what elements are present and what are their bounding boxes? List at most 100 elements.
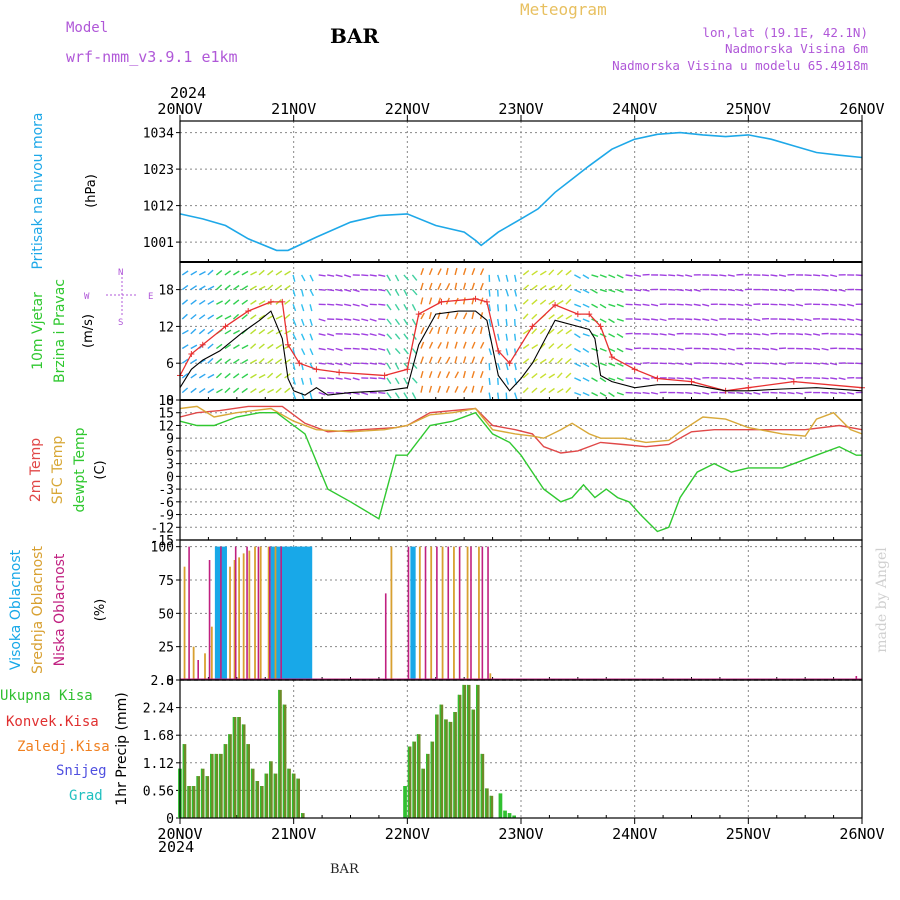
wind-barb <box>471 268 476 276</box>
wind-barb <box>207 285 215 291</box>
wind-barb <box>335 362 343 366</box>
wind-barb <box>608 288 616 293</box>
precip-bar <box>214 753 219 818</box>
wind-barb <box>821 274 829 277</box>
precip-bar-edge <box>260 786 262 818</box>
wind-barb <box>428 327 434 335</box>
wind-barb <box>352 377 360 381</box>
wind-barb <box>394 392 400 399</box>
precip-bar-edge <box>444 719 446 818</box>
wind-barb <box>454 326 459 335</box>
precip-bar <box>223 744 228 818</box>
wind-barb <box>216 314 223 320</box>
wind-barb <box>207 343 214 350</box>
wind-barb <box>216 388 223 394</box>
wind-barb <box>719 288 727 291</box>
wind-barb <box>582 362 590 368</box>
precip-bar-edge <box>228 734 230 818</box>
wind-barb <box>411 348 418 355</box>
wind-barb <box>241 344 249 350</box>
wind-barb <box>300 348 306 356</box>
wind-barb <box>616 318 624 322</box>
wind-barb <box>207 357 214 364</box>
precip-bar-edge <box>296 778 298 818</box>
wind-barb <box>309 333 314 341</box>
wind-barb <box>719 377 727 380</box>
wind-barb <box>454 312 459 320</box>
wind-barb <box>710 347 718 350</box>
wind-barb <box>318 288 326 291</box>
wind-barb <box>539 299 547 305</box>
precip-legend-item: Grad <box>69 788 103 804</box>
wind-barb <box>659 347 667 350</box>
wind-barb <box>582 377 590 382</box>
wind-barb <box>428 268 433 276</box>
wind-barb <box>284 270 291 276</box>
wind-barb <box>787 318 795 321</box>
wind-barb <box>642 303 650 307</box>
y-tick-label: 75 <box>158 574 174 589</box>
wind-barb <box>420 312 425 320</box>
precip-bar <box>301 813 305 818</box>
wind-barb <box>668 347 676 351</box>
wind-barb <box>428 341 434 349</box>
wind-barb <box>497 377 499 385</box>
wind-barb <box>344 303 352 307</box>
y-tick-label: 12 <box>158 320 174 335</box>
y-tick-label: 6 <box>166 445 174 460</box>
wind-barb <box>556 328 564 335</box>
wind-barb <box>488 363 491 371</box>
wind-barb <box>821 377 829 380</box>
y-tick-label: 0 <box>166 674 174 689</box>
wind-barb <box>292 333 297 341</box>
wind-barb <box>198 314 206 320</box>
wind-speed-line <box>179 310 863 396</box>
wind-barb <box>300 318 305 326</box>
wind-barb <box>224 329 232 335</box>
wind-barb <box>702 347 710 350</box>
wind-barb <box>190 344 198 350</box>
precip-bar <box>250 768 255 818</box>
wind-barb <box>232 373 240 379</box>
wind-barb <box>565 298 572 305</box>
wind-barb <box>394 289 400 297</box>
wind-barb <box>224 270 232 276</box>
wind-barb <box>514 392 518 400</box>
wind-barb <box>488 304 491 312</box>
wind-barb <box>369 318 377 322</box>
wind-barb <box>181 313 188 320</box>
wind-barb <box>258 329 266 335</box>
precip-bar <box>246 744 250 818</box>
wind-barb <box>420 282 424 290</box>
wind-barb <box>727 303 735 306</box>
precip-bar <box>241 724 246 818</box>
wind-barb <box>198 299 206 305</box>
wind-barb <box>437 326 441 334</box>
wind-barb <box>813 288 821 291</box>
wind-barb <box>471 312 475 320</box>
precip-bar-edge <box>448 721 450 818</box>
wind-barb <box>181 270 189 276</box>
wind-barb <box>650 318 659 321</box>
wind-barb <box>659 274 667 277</box>
wind-barb <box>258 300 266 305</box>
wind-barb <box>838 303 846 307</box>
wind-barb <box>668 362 676 365</box>
wind-barb <box>233 329 240 335</box>
wind-barb <box>420 356 424 364</box>
wind-barb <box>796 333 804 336</box>
date-label-top: 20NOV <box>157 100 202 118</box>
precip-bar-edge <box>430 741 432 818</box>
wind-barb <box>633 377 642 380</box>
wind-barb <box>522 313 529 320</box>
wind-barb <box>488 392 492 400</box>
wind-barb <box>676 274 684 277</box>
wind-barb <box>207 388 215 394</box>
wind-barb <box>369 274 377 277</box>
wind-barb <box>309 318 313 326</box>
wind-barb <box>445 341 449 349</box>
wind-barb <box>344 288 352 292</box>
wind-barb <box>394 348 401 355</box>
precip-bar-edge <box>291 773 294 818</box>
wind-barb <box>445 371 451 379</box>
